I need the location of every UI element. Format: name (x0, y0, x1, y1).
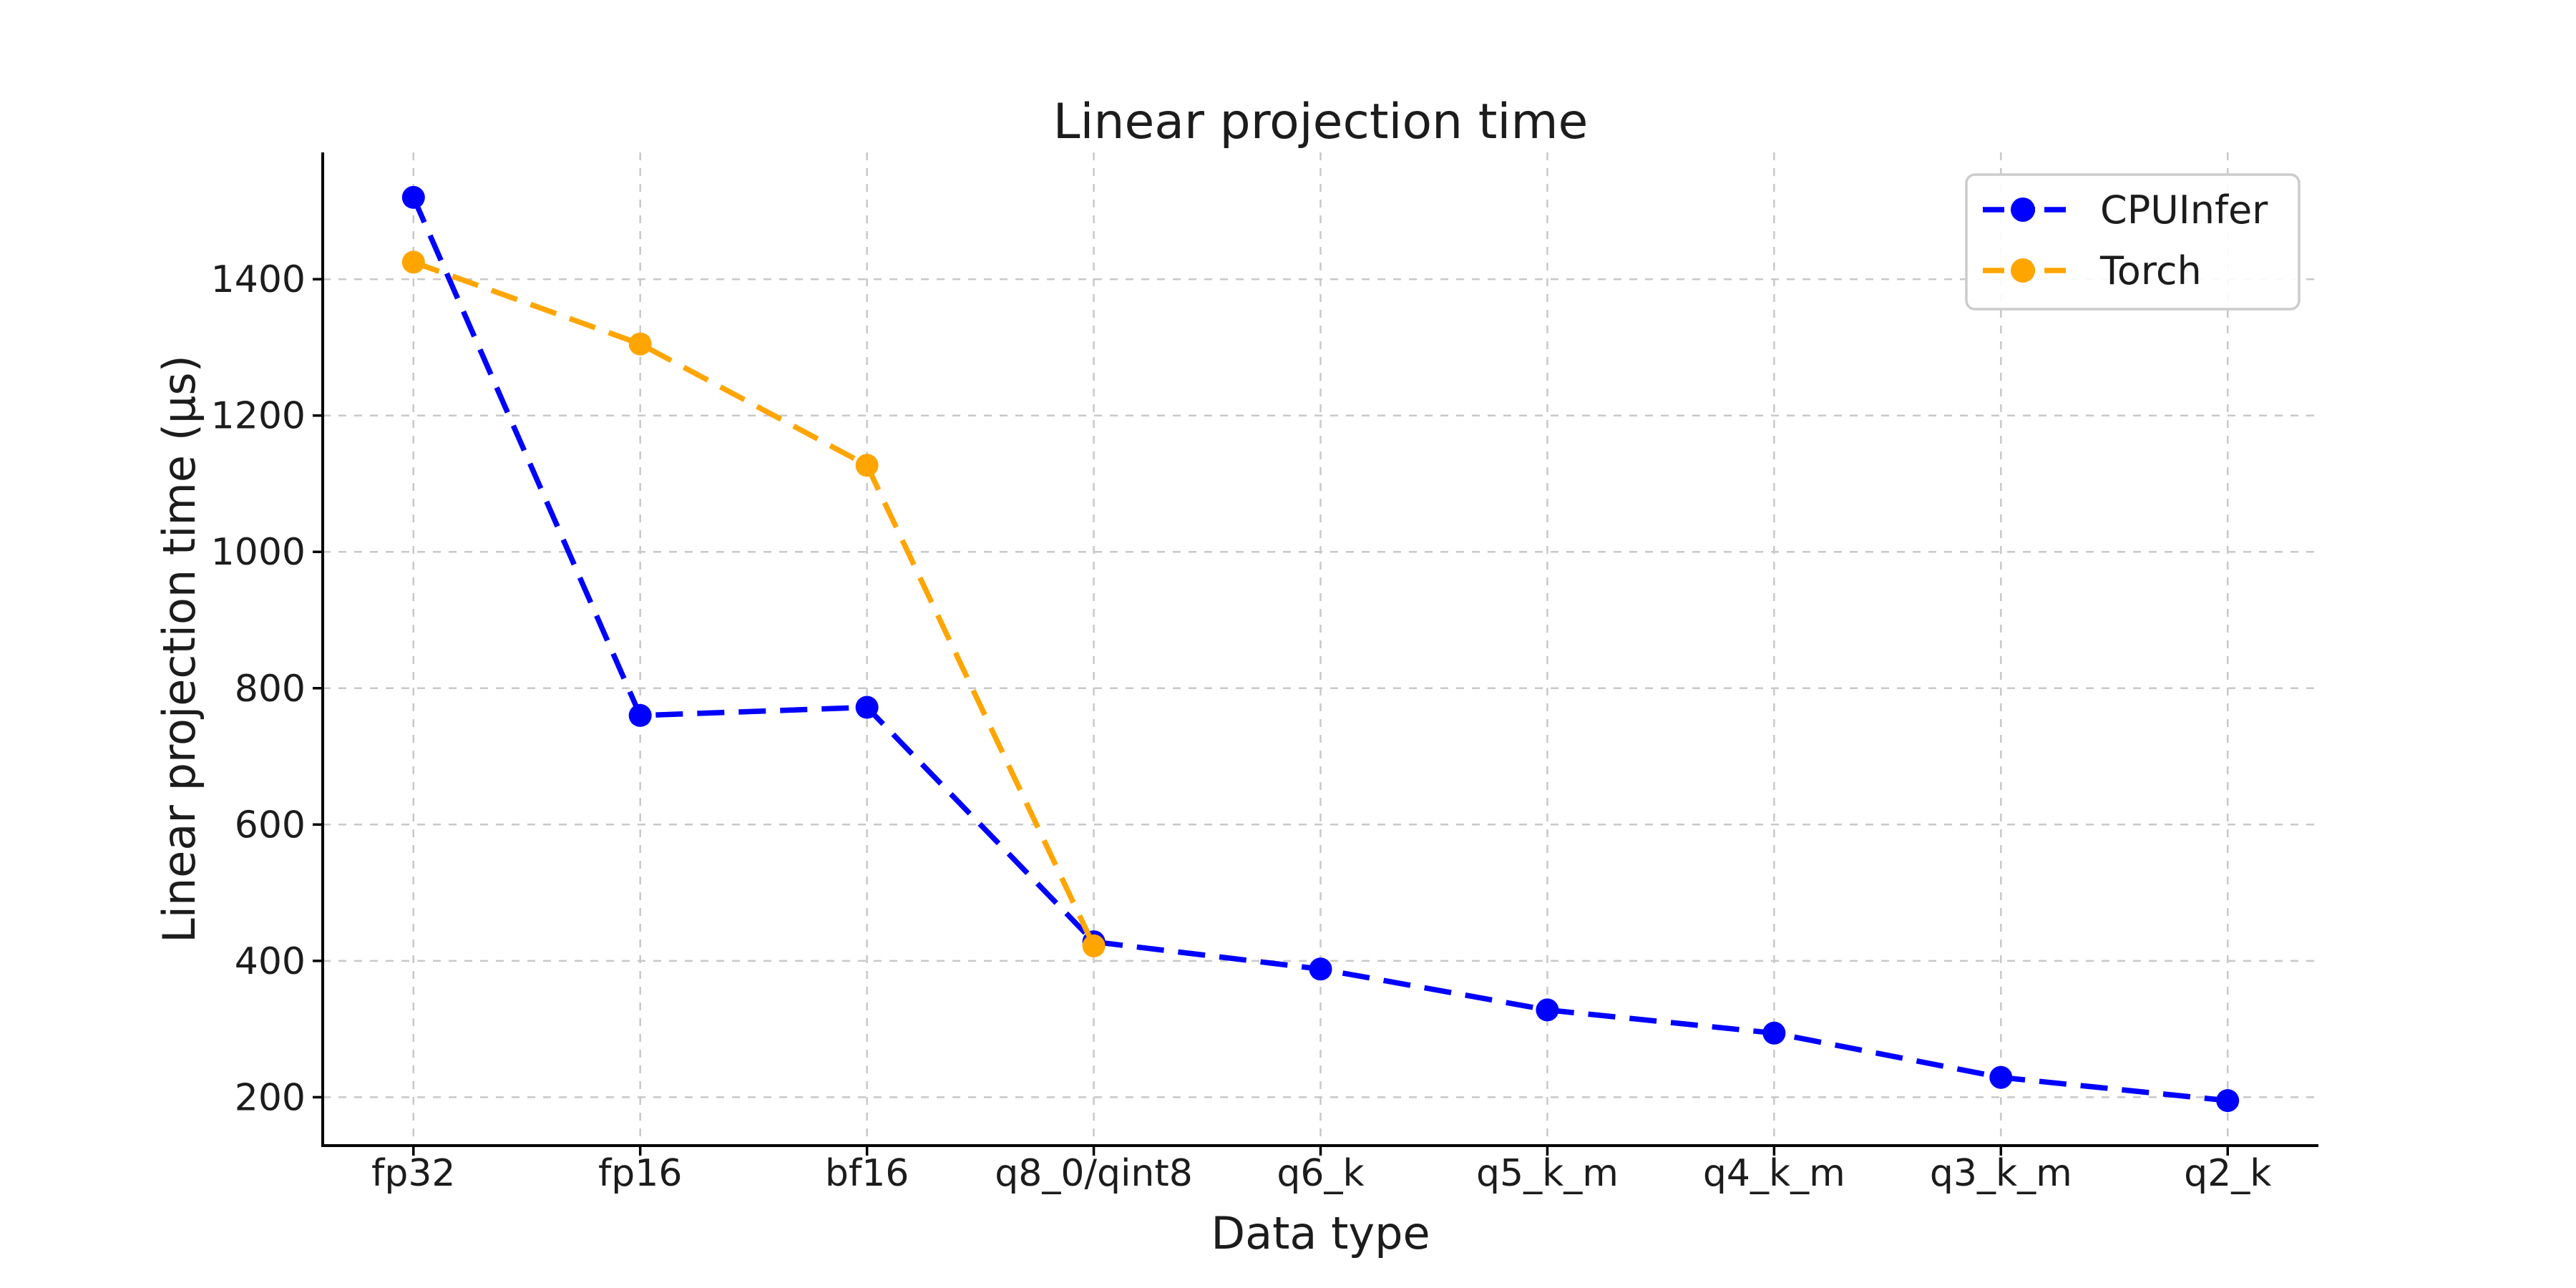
torch-data-point (1082, 934, 1106, 957)
x-tick-label: q5_k_m (1476, 1152, 1619, 1195)
y-tick-label: 200 (235, 1076, 306, 1119)
x-axis-label: Data type (1211, 1207, 1430, 1259)
cpuinfer-data-point (2216, 1089, 2240, 1113)
chart-title: Linear projection time (1053, 94, 1589, 150)
cpuinfer-data-point (1309, 957, 1332, 981)
legend-item-cpuinfer: CPUInfer (1983, 187, 2268, 233)
legend: CPUInfer Torch (1965, 173, 2301, 311)
y-tick-label: 800 (235, 668, 306, 711)
y-tick-label: 1400 (211, 258, 306, 301)
x-tick-label: bf16 (825, 1152, 909, 1195)
x-tick-label: fp32 (371, 1152, 455, 1195)
torch-data-point (855, 454, 879, 477)
x-tick-label: q6_k (1277, 1152, 1364, 1195)
torch-legend-marker-icon (2011, 258, 2035, 283)
x-tick-label: q3_k_m (1930, 1152, 2072, 1195)
x-tick-label: q2_k (2184, 1152, 2271, 1195)
cpuinfer-legend-marker-icon (2011, 197, 2035, 222)
y-tick-label: 1200 (211, 395, 306, 438)
y-tick-label: 1000 (211, 531, 306, 574)
cpuinfer-data-point (1762, 1021, 1786, 1045)
y-tick-label: 600 (235, 804, 306, 847)
torch-data-point (401, 250, 425, 274)
legend-label-cpuinfer: CPUInfer (2100, 187, 2268, 233)
torch-data-point (628, 332, 652, 356)
x-tick-label: q4_k_m (1703, 1152, 1845, 1195)
legend-item-torch: Torch (1983, 248, 2202, 293)
y-tick-label: 400 (235, 940, 306, 983)
cpuinfer-data-point (855, 696, 879, 719)
cpuinfer-data-point (401, 185, 425, 209)
torch-line (412, 259, 1096, 947)
x-tick-label: fp16 (598, 1152, 682, 1195)
cpuinfer-data-point (1536, 998, 1559, 1022)
cpuinfer-data-point (1989, 1065, 2013, 1089)
x-tick-label: q8_0/qint8 (995, 1152, 1193, 1195)
y-axis-label: Linear projection time (μs) (153, 355, 205, 943)
cpuinfer-data-point (628, 703, 652, 727)
tick-labels: 200 400 600 800 1000 1200 1400 fp32 fp16 bf16 q8_0… (211, 258, 2272, 1195)
series-torch (401, 250, 1106, 957)
tick-marks (313, 278, 2229, 1156)
legend-label-torch: Torch (2099, 248, 2202, 293)
